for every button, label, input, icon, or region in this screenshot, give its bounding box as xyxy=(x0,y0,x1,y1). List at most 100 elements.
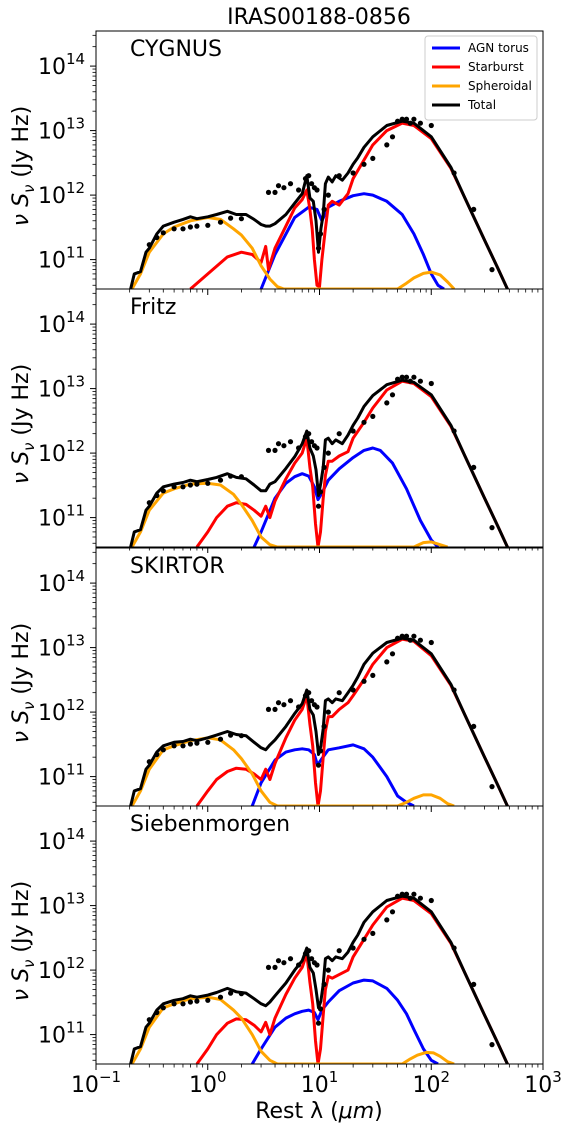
data-point xyxy=(306,948,312,954)
series-line-spheroidal xyxy=(130,736,455,806)
y-axis-label-unit: (Jy Hz) xyxy=(9,881,34,960)
legend-box xyxy=(424,35,538,121)
data-point xyxy=(370,672,376,679)
data-point xyxy=(471,206,477,212)
data-point xyxy=(370,930,376,937)
data-point xyxy=(228,732,234,738)
data-point xyxy=(217,994,224,1000)
y-tick-label: 1014 xyxy=(38,50,85,80)
y-tick-label: 1011 xyxy=(38,244,85,274)
data-point xyxy=(407,120,413,126)
y-tick-base: 10 xyxy=(38,959,66,984)
data-point xyxy=(160,230,166,236)
data-point xyxy=(317,748,324,754)
data-point xyxy=(350,687,356,693)
y-axis-label-sub: ν xyxy=(20,960,38,968)
data-point xyxy=(287,956,294,962)
panel-plot-area xyxy=(129,116,510,289)
data-point xyxy=(309,698,315,704)
y-tick-label: 1012 xyxy=(38,696,85,726)
data-point xyxy=(180,484,186,490)
data-point xyxy=(489,267,495,273)
data-point xyxy=(314,445,320,451)
data-point xyxy=(403,374,410,380)
data-point xyxy=(194,740,200,746)
data-point xyxy=(154,751,160,758)
y-axis-label: ν Sν (Jy Hz) xyxy=(9,881,38,1001)
y-tick-base: 10 xyxy=(38,55,66,80)
data-point xyxy=(187,741,193,747)
data-point xyxy=(238,991,244,997)
data-point xyxy=(194,481,200,487)
panel-label: SKIRTOR xyxy=(130,554,225,579)
data-point xyxy=(171,743,177,749)
data-point xyxy=(384,400,390,406)
data-point xyxy=(403,116,410,122)
y-tick-exp: 12 xyxy=(66,954,85,972)
series-line-spheroidal xyxy=(130,995,455,1064)
x-axis-label-close: ) xyxy=(374,1099,383,1124)
y-tick-base: 10 xyxy=(38,637,66,662)
data-point xyxy=(384,917,390,923)
data-point xyxy=(187,999,193,1005)
series-line-starburst xyxy=(195,637,510,806)
y-tick-exp: 14 xyxy=(66,567,85,585)
data-point xyxy=(428,122,434,129)
data-point xyxy=(160,747,166,753)
data-point xyxy=(317,1006,324,1012)
data-point xyxy=(314,187,320,193)
data-point xyxy=(287,181,294,187)
data-point xyxy=(336,690,342,696)
data-point xyxy=(194,998,200,1004)
data-point xyxy=(217,477,224,483)
data-point xyxy=(228,215,234,221)
data-point xyxy=(384,142,390,148)
y-tick-label: 1012 xyxy=(38,179,85,209)
data-point xyxy=(205,222,211,228)
series-line-agn xyxy=(252,446,440,547)
data-point xyxy=(287,698,294,704)
y-tick-label: 1014 xyxy=(38,567,85,597)
data-point xyxy=(287,439,294,445)
y-axis-label-unit: (Jy Hz) xyxy=(9,623,34,702)
data-point xyxy=(489,1042,495,1048)
data-point xyxy=(336,948,342,954)
data-point xyxy=(336,431,342,437)
y-axis-label: ν Sν (Jy Hz) xyxy=(9,364,38,484)
data-point xyxy=(228,473,234,479)
data-point xyxy=(389,651,396,657)
data-point xyxy=(309,181,315,187)
data-point xyxy=(217,736,224,742)
x-tick-base: 10 xyxy=(189,1073,217,1098)
data-point xyxy=(315,1020,322,1026)
data-point xyxy=(228,990,234,996)
legend-label: AGN torus xyxy=(468,41,529,55)
data-point xyxy=(350,428,356,434)
y-tick-base: 10 xyxy=(38,1024,66,1049)
data-point xyxy=(171,1001,177,1007)
data-point xyxy=(146,500,152,506)
data-point xyxy=(171,484,177,490)
data-point xyxy=(389,392,396,398)
data-point xyxy=(146,759,152,765)
data-point xyxy=(265,447,272,453)
data-point xyxy=(146,1017,152,1023)
data-point xyxy=(361,419,367,425)
data-point xyxy=(306,431,312,437)
data-point xyxy=(403,891,410,897)
panel-frame xyxy=(95,288,544,548)
data-point xyxy=(451,687,457,693)
data-point xyxy=(238,733,244,739)
data-point xyxy=(154,1009,160,1016)
data-point xyxy=(489,525,495,531)
y-tick-label: 1013 xyxy=(38,373,85,403)
data-point xyxy=(471,723,477,730)
data-point xyxy=(315,245,322,251)
y-tick-exp: 13 xyxy=(66,373,85,391)
data-point xyxy=(315,503,322,509)
y-tick-base: 10 xyxy=(38,184,66,209)
legend: AGN torus Starburst Spheroidal Total xyxy=(424,35,538,121)
data-point xyxy=(407,378,413,384)
x-tick-label: 100 xyxy=(189,1068,227,1098)
